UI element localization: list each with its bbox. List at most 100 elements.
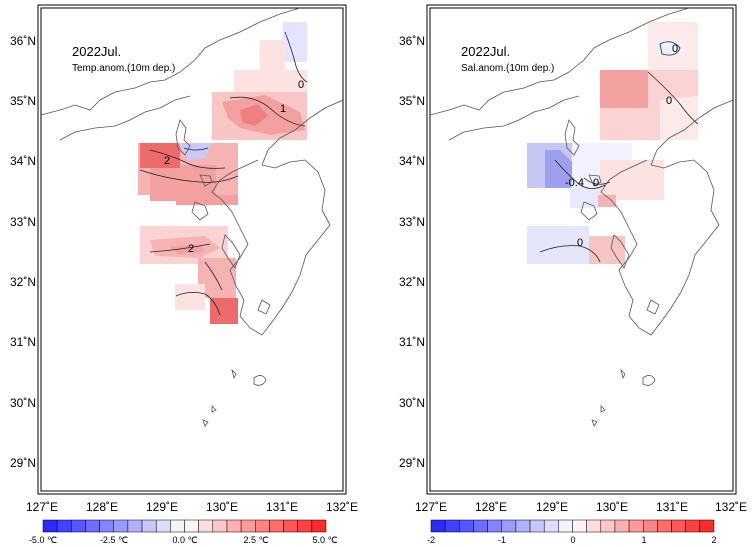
temp-panel: 0 1 2 2 2022Jul. Temp.anom.(10m dep.) 36… (10, 4, 358, 545)
y-tick-label: 29˚N (399, 456, 425, 470)
contour-label: 2 (164, 155, 170, 167)
y-tick-label: 32˚N (399, 275, 425, 289)
y-tick-label: 32˚N (10, 275, 36, 289)
colorbar-swatch (99, 519, 114, 533)
y-tick-label: 34˚N (10, 154, 36, 168)
sal-subtitle: Sal.anom.(10m dep.) (461, 63, 554, 74)
colorbar-swatch (430, 519, 446, 533)
colorbar-swatch (269, 519, 284, 533)
colorbar-swatch (212, 519, 228, 533)
y-tick-label: 36˚N (399, 34, 425, 48)
temp-colorbar-labels: -5.0 ℃ -2.5 ℃ 0.0 ℃ 2.5 ℃ 5.0 ℃ (29, 535, 338, 545)
colorbar-swatch (501, 519, 517, 533)
colorbar-swatch (71, 519, 86, 533)
colorbar-label: 5.0 ℃ (312, 535, 337, 545)
colorbar-label: -5.0 ℃ (29, 535, 57, 545)
colorbar-swatch (141, 519, 157, 533)
colorbar-swatch (473, 519, 488, 533)
colorbar-label: -2 (427, 535, 435, 545)
x-tick-label: 131˚E (656, 500, 688, 514)
y-tick-label: 33˚N (10, 215, 36, 229)
contour-label: 0 (672, 43, 678, 55)
colorbar-swatch (255, 519, 270, 533)
colorbar-swatch (170, 519, 185, 533)
colorbar-swatch (643, 519, 658, 533)
colorbar-swatch (529, 519, 545, 533)
y-tick-label: 31˚N (399, 335, 425, 349)
colorbar-swatch (56, 519, 72, 533)
x-tick-label: 128˚E (475, 500, 507, 514)
colorbar-label: -1 (498, 535, 506, 545)
colorbar-swatch (600, 519, 616, 533)
x-tick-label: 128˚E (86, 500, 118, 514)
colorbar-swatch (685, 519, 701, 533)
colorbar-swatch (42, 519, 58, 533)
x-tick-label: 129˚E (536, 500, 568, 514)
sal-colorbar (430, 519, 715, 533)
temp-subtitle: Temp.anom.(10m dep.) (72, 63, 175, 74)
colorbar-label: 2.5 ℃ (243, 535, 268, 545)
y-tick-label: 36˚N (10, 34, 36, 48)
y-tick-label: 35˚N (399, 94, 425, 108)
sal-panel: 0 0 -0.4 0 0 2022Jul. Sal.anom.(10m dep.… (399, 4, 747, 545)
colorbar-swatch (444, 519, 460, 533)
x-tick-label: 129˚E (146, 500, 178, 514)
sal-title: 2022Jul. (461, 44, 510, 59)
colorbar-swatch (85, 519, 100, 533)
y-tick-label: 33˚N (399, 215, 425, 229)
y-tick-label: 31˚N (10, 335, 36, 349)
colorbar-swatch (184, 519, 199, 533)
x-tick-label: 130˚E (206, 500, 238, 514)
colorbar-swatch (127, 519, 143, 533)
colorbar-swatch (487, 519, 503, 533)
sal-contours (539, 41, 699, 263)
sal-coastline (430, 8, 733, 427)
contour-label: 0 (298, 79, 304, 91)
y-tick-label: 29˚N (10, 456, 36, 470)
colorbar-swatch (572, 519, 587, 533)
colorbar-swatch (558, 519, 573, 533)
colorbar-swatch (459, 519, 474, 533)
colorbar-label: 1 (641, 535, 646, 545)
temp-coastline (41, 8, 343, 427)
y-tick-label: 35˚N (10, 94, 36, 108)
x-tick-label: 131˚E (266, 500, 298, 514)
contour-label: 0 (666, 95, 672, 107)
temp-colorbar (42, 519, 327, 533)
sal-colorbar-labels: -2 -1 0 1 2 (427, 535, 717, 545)
contour-label: 1 (280, 103, 286, 115)
colorbar-label: 0 (570, 535, 575, 545)
colorbar-swatch (628, 519, 644, 533)
colorbar-swatch (226, 519, 242, 533)
colorbar-swatch (283, 519, 298, 533)
colorbar-swatch (297, 519, 313, 533)
colorbar-swatch (198, 519, 214, 533)
contour-label: 0 (577, 237, 583, 249)
colorbar-label: -2.5 ℃ (100, 535, 128, 545)
colorbar-label: 2 (711, 535, 716, 545)
temp-x-ticks: 127˚E 128˚E 129˚E 130˚E 131˚E 132˚E (26, 500, 358, 514)
y-tick-label: 30˚N (399, 396, 425, 410)
x-tick-label: 130˚E (596, 500, 628, 514)
colorbar-swatch (155, 519, 171, 533)
colorbar-swatch (543, 519, 559, 533)
colorbar-swatch (311, 519, 327, 533)
sal-x-ticks: 127˚E 128˚E 129˚E 130˚E 131˚E 132˚E (415, 500, 747, 514)
colorbar-swatch (586, 519, 602, 533)
colorbar-swatch (240, 519, 256, 533)
colorbar-swatch (699, 519, 715, 533)
contour-label: 2 (188, 243, 194, 255)
y-tick-label: 30˚N (10, 396, 36, 410)
sal-anomaly-field (527, 22, 698, 264)
y-tick-label: 34˚N (399, 154, 425, 168)
temp-y-ticks: 36˚N 35˚N 34˚N 33˚N 32˚N 31˚N 30˚N 29˚N (10, 34, 36, 470)
x-tick-label: 127˚E (415, 500, 447, 514)
colorbar-label: 0.0 ℃ (172, 535, 197, 545)
x-tick-label: 132˚E (715, 500, 747, 514)
colorbar-swatch (614, 519, 630, 533)
x-tick-label: 132˚E (326, 500, 358, 514)
contour-label: 0 (593, 177, 599, 189)
contour-label: -0.4 (565, 177, 584, 189)
colorbar-swatch (113, 519, 129, 533)
